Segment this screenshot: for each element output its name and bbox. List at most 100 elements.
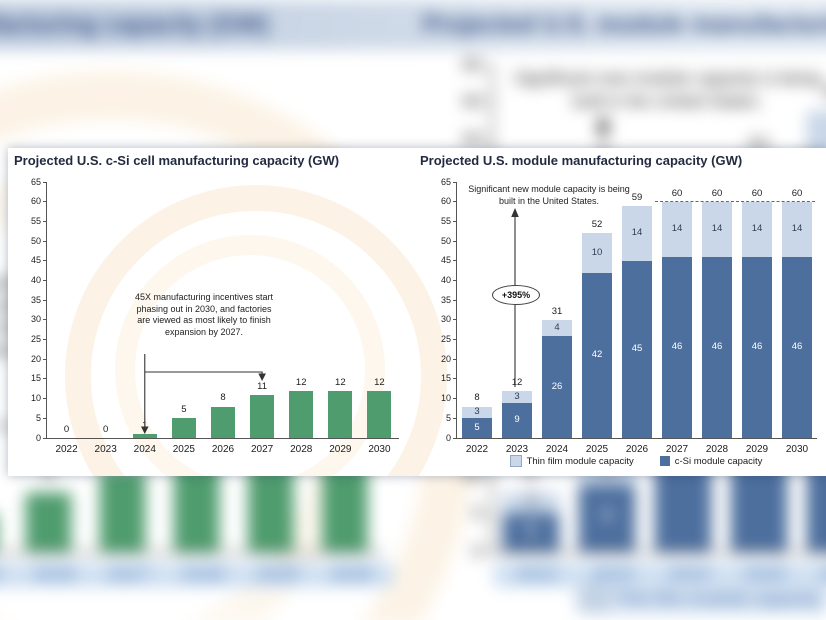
bg-bar-2026	[25, 491, 72, 552]
thin-film-swatch-icon	[509, 455, 522, 467]
y-axis-label: 15	[30, 373, 41, 384]
bar-csi-2022	[462, 418, 492, 438]
thin-film-segment-label-2029: 14	[751, 223, 763, 235]
y-axis-tick	[453, 220, 457, 222]
total-label-2027: 60	[671, 187, 683, 199]
csi-segment-label-2028: 46	[711, 341, 723, 353]
cell-capacity-chart: Projected U.S. c-Si cell manufacturing c…	[8, 148, 412, 476]
bg-x-axis-label-2028: 2028	[159, 562, 247, 588]
bg-legend-label: Thin film module capacity	[615, 588, 820, 610]
y-axis-tick	[453, 181, 457, 183]
x-axis-label-2024: 2024	[545, 444, 569, 455]
value-label-2023: 0	[103, 424, 109, 435]
bar-thin-film-2024	[542, 319, 572, 336]
bg-x-axis-label-2025: 2025	[721, 562, 809, 588]
x-axis-label-2023: 2023	[94, 444, 117, 455]
bar-csi-2024	[542, 335, 572, 438]
thin-film-segment-label-2028: 14	[711, 223, 723, 235]
y-axis-tick	[43, 358, 47, 360]
bar-thin-film-2028	[702, 201, 732, 257]
thin-film-segment-label-2026: 14	[631, 227, 643, 239]
thin-film-segment-label-2027: 14	[671, 223, 683, 235]
y-axis-label: 0	[445, 432, 451, 443]
y-axis-label: 40	[440, 274, 451, 285]
bar-csi-2027	[662, 256, 692, 438]
x-axis-label-2025: 2025	[172, 444, 195, 455]
y-axis-label: 5	[35, 412, 41, 423]
bar-thin-film-2027	[662, 201, 692, 257]
y-axis-tick	[43, 240, 47, 242]
x-axis-label-2028: 2028	[290, 444, 313, 455]
bg-x-axis-label-2026: 2026	[10, 562, 98, 588]
bar-csi-2025	[582, 272, 612, 438]
bg-x-axis-label-2023: 2023	[569, 562, 657, 588]
thin-film-segment-label-2024: 4	[554, 321, 560, 333]
bg-bar-2030	[322, 461, 369, 552]
csi-segment-label-2029: 46	[751, 341, 763, 353]
thin-film-segment-label-2025: 10	[591, 246, 603, 258]
bar-csi-2028	[702, 256, 732, 438]
y-axis-label: 0	[35, 432, 41, 443]
y-axis-tick	[453, 240, 457, 242]
bg-y-axis-label: 55	[462, 129, 482, 149]
legend-item-csi: c-Si module capacity	[659, 455, 763, 467]
y-axis-label: 60	[440, 196, 451, 207]
y-axis-label: 35	[30, 294, 41, 305]
y-axis-tick	[453, 437, 457, 439]
bg-y-axis-tick	[485, 550, 493, 553]
bar-thin-film-2022	[462, 406, 492, 419]
bar-2029	[328, 390, 353, 438]
bg-bar-2027	[99, 469, 146, 552]
csi-swatch-icon	[659, 456, 670, 466]
bar-2030	[367, 390, 392, 438]
total-label-2026: 59	[631, 191, 643, 203]
y-axis-tick	[453, 201, 457, 203]
bg-x-axis-label-2030: 2030	[307, 562, 396, 588]
bg-module-annotation-text: Significant new module capacity is being…	[514, 68, 822, 110]
y-axis-label: 5	[445, 412, 451, 423]
x-axis-label-2027: 2027	[250, 444, 274, 455]
y-axis-label: 50	[440, 235, 451, 246]
x-axis-label-2028: 2028	[705, 444, 729, 455]
bg-thin-film-segment-label-2022: 3	[525, 491, 537, 513]
total-label-2024: 31	[551, 305, 563, 317]
y-axis-label: 10	[30, 393, 41, 404]
x-axis-label-2024: 2024	[133, 444, 156, 455]
charts-row: Projected U.S. c-Si cell manufacturing c…	[8, 148, 826, 476]
y-axis-tick	[43, 279, 47, 281]
value-label-2025: 5	[181, 404, 187, 416]
bg-x-axis-label-2027: 2027	[84, 562, 173, 588]
y-axis-label: 35	[440, 294, 451, 305]
y-axis-label: 65	[440, 176, 451, 187]
bar-thin-film-2026	[622, 205, 652, 261]
bg-bar-2028	[174, 461, 220, 552]
x-axis-label-2030: 2030	[368, 444, 391, 455]
bg-module-chart-legend: Thin film module capacity c-Si module ca…	[491, 583, 826, 615]
growth-badge: +395%	[492, 285, 540, 305]
y-axis-label: 10	[440, 393, 451, 404]
bar-thin-film-2030	[782, 201, 812, 257]
bg-bar-csi-2022	[502, 513, 560, 552]
x-axis-label-2027: 2027	[665, 444, 689, 455]
bg-y-axis-tick	[485, 101, 493, 104]
csi-segment-label-2030: 46	[791, 341, 803, 353]
x-axis-label-2026: 2026	[211, 444, 235, 455]
total-label-2029: 60	[751, 187, 763, 199]
bar-thin-film-2023	[502, 390, 532, 403]
value-label-2027: 11	[257, 380, 268, 392]
x-axis-label-2029: 2029	[329, 444, 352, 455]
y-axis-label: 45	[30, 255, 41, 266]
bar-thin-film-2025	[582, 233, 612, 273]
bg-legend-item-thin-film: Thin film module capacity	[573, 583, 826, 615]
y-axis-label: 45	[440, 255, 451, 266]
y-axis-label: 50	[30, 235, 41, 246]
bar-thin-film-2029	[742, 201, 772, 257]
y-axis-label: 20	[30, 353, 41, 364]
module-chart-plot: 0 5 10 15 20 25 30 35 40 45 50 55 60 65 5 3 8 2022 9 3 12 202…	[441, 177, 817, 455]
y-axis-label: 65	[30, 176, 41, 187]
bg-total-label-2026: 59	[807, 83, 826, 104]
bar-2025	[171, 418, 196, 438]
legend-label: c-Si module capacity	[674, 455, 763, 467]
bg-y-axis-label: 65	[462, 54, 482, 74]
csi-segment-label-2026: 45	[631, 343, 643, 355]
